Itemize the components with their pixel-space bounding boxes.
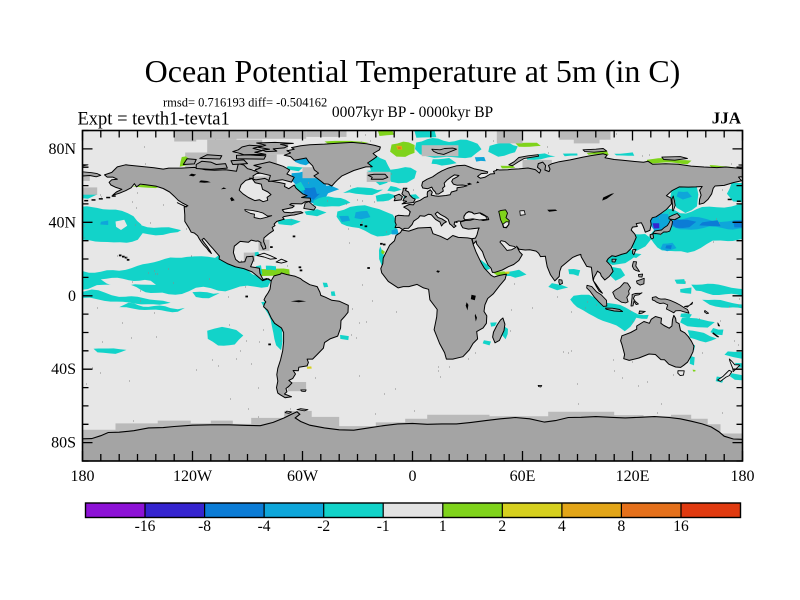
svg-text:40N: 40N — [48, 214, 76, 231]
svg-text:Ocean Potential Temperature at: Ocean Potential Temperature at 5m (in C) — [145, 53, 681, 89]
svg-text:180: 180 — [731, 468, 755, 485]
svg-text:60W: 60W — [287, 468, 319, 485]
svg-text:-8: -8 — [198, 518, 211, 535]
svg-text:JJA: JJA — [712, 109, 742, 128]
svg-text:-2: -2 — [317, 518, 330, 535]
svg-text:0: 0 — [68, 288, 76, 305]
svg-text:60E: 60E — [510, 468, 536, 485]
svg-text:40S: 40S — [51, 361, 76, 378]
svg-text:80N: 80N — [48, 141, 76, 158]
svg-text:120E: 120E — [616, 468, 650, 485]
svg-text:-1: -1 — [377, 518, 390, 535]
svg-text:16: 16 — [673, 518, 689, 535]
svg-text:2: 2 — [498, 518, 506, 535]
svg-text:0007kyr BP - 0000kyr BP: 0007kyr BP - 0000kyr BP — [332, 104, 493, 121]
svg-text:120W: 120W — [173, 468, 213, 485]
svg-text:1: 1 — [439, 518, 447, 535]
svg-text:Expt = tevth1-tevta1: Expt = tevth1-tevta1 — [78, 110, 230, 130]
svg-text:-4: -4 — [258, 518, 271, 535]
svg-text:0: 0 — [409, 468, 417, 485]
svg-text:rmsd= 0.716193 diff= -0.504162: rmsd= 0.716193 diff= -0.504162 — [163, 96, 327, 110]
svg-text:4: 4 — [558, 518, 566, 535]
svg-text:8: 8 — [618, 518, 626, 535]
svg-text:180: 180 — [71, 468, 95, 485]
svg-text:-16: -16 — [135, 518, 156, 535]
svg-text:80S: 80S — [51, 435, 76, 452]
